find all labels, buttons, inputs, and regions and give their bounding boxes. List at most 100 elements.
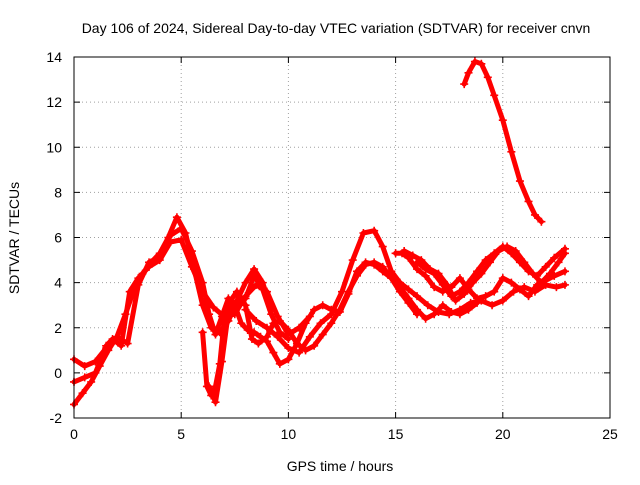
data-point [554, 258, 563, 267]
data-point [187, 247, 196, 256]
data-point [460, 80, 469, 89]
data-point [490, 249, 499, 258]
data-point [473, 294, 482, 303]
data-point [488, 301, 497, 310]
data-point [177, 224, 186, 233]
data-point [387, 267, 396, 276]
data-point [404, 294, 413, 303]
data-series [70, 57, 569, 409]
chart-title: Day 106 of 2024, Sidereal Day-to-day VTE… [82, 20, 591, 36]
data-point [254, 339, 263, 348]
data-point [560, 267, 569, 276]
data-point [455, 305, 464, 314]
data-point [434, 307, 443, 316]
data-point [241, 305, 250, 314]
data-point [310, 305, 319, 314]
data-point [537, 278, 546, 287]
data-point [284, 344, 293, 353]
data-point [515, 177, 524, 186]
data-point [241, 292, 250, 301]
data-point [524, 292, 533, 301]
y-tick-label: 6 [54, 230, 62, 246]
x-tick-label: 15 [388, 426, 404, 442]
data-point [445, 310, 454, 319]
x-tick-label: 20 [495, 426, 511, 442]
data-point [102, 341, 111, 350]
data-point [473, 267, 482, 276]
data-point [361, 258, 370, 267]
data-point [550, 253, 559, 262]
data-point [509, 287, 518, 296]
data-point [226, 296, 235, 305]
data-point [533, 280, 542, 289]
data-point [230, 301, 239, 310]
data-point [211, 330, 220, 339]
data-point [400, 247, 409, 256]
y-tick-label: -2 [50, 410, 63, 426]
data-point [269, 348, 278, 357]
data-point [134, 274, 143, 283]
series-line [71, 237, 313, 385]
x-tick-label: 5 [177, 426, 185, 442]
data-point [205, 382, 214, 391]
y-tick-label: 2 [54, 320, 62, 336]
data-point [198, 287, 207, 296]
data-point [262, 287, 271, 296]
data-point [123, 339, 132, 348]
data-point [198, 328, 207, 337]
data-point [217, 357, 226, 366]
data-point [413, 305, 422, 314]
data-point [438, 280, 447, 289]
data-point [209, 303, 218, 312]
data-point [490, 91, 499, 100]
data-point [483, 73, 492, 82]
series-track [241, 226, 569, 357]
data-point [177, 235, 186, 244]
data-point [470, 57, 479, 66]
y-axis-label: SDTVAR / TECUs [6, 182, 22, 294]
data-point [541, 262, 550, 271]
data-point [515, 285, 524, 294]
data-point [125, 287, 134, 296]
data-point [460, 289, 469, 298]
data-point [91, 368, 100, 377]
data-point [447, 292, 456, 301]
data-point [404, 285, 413, 294]
y-tick-label: 4 [54, 275, 62, 291]
data-point [359, 228, 368, 237]
data-point [560, 244, 569, 253]
data-point [455, 287, 464, 296]
data-point [295, 348, 304, 357]
data-point [464, 68, 473, 77]
data-point [413, 292, 422, 301]
data-point [327, 310, 336, 319]
data-point [284, 355, 293, 364]
data-point [301, 319, 310, 328]
data-point [267, 310, 276, 319]
data-point [481, 292, 490, 301]
data-point [166, 238, 175, 247]
data-point [205, 310, 214, 319]
series-line [461, 59, 544, 225]
data-point [237, 319, 246, 328]
data-point [530, 210, 539, 219]
data-point [275, 316, 284, 325]
data-point [262, 323, 271, 332]
data-point [292, 339, 301, 348]
data-point [438, 301, 447, 310]
data-point [256, 332, 265, 341]
series-line [414, 244, 568, 299]
data-point [211, 398, 220, 407]
data-point [421, 265, 430, 274]
series-track [413, 242, 569, 301]
data-point [378, 267, 387, 276]
data-point [498, 274, 507, 283]
data-point [413, 265, 422, 274]
data-point [533, 271, 542, 280]
data-point [145, 262, 154, 271]
series-track [198, 258, 422, 400]
data-point [552, 283, 561, 292]
y-tick-label: 12 [46, 94, 62, 110]
y-tick-label: 10 [46, 139, 62, 155]
data-point [430, 283, 439, 292]
